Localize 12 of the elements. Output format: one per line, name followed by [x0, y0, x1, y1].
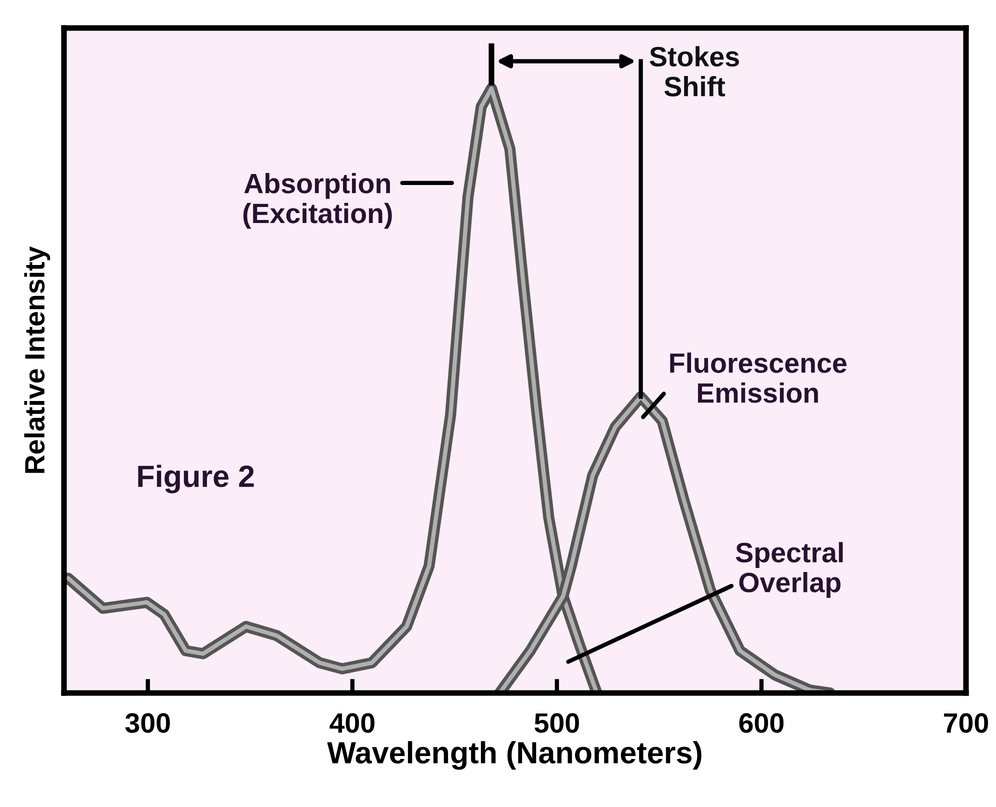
annotation: Figure 2 [138, 464, 254, 494]
annotation: Fluorescence Emission [670, 352, 846, 403]
x-tick-label: 700 [944, 713, 988, 733]
x-tick-label: 500 [534, 713, 579, 733]
annotation: Spectral Overlap [736, 542, 843, 598]
y-axis-title: Relative Intensity [24, 246, 50, 473]
annotation: Stokes Shift [650, 46, 739, 96]
x-tick-label: 300 [125, 713, 170, 733]
x-tick-label: 400 [330, 713, 374, 733]
x-axis-title: Wavelength (Nanometers) [327, 741, 702, 770]
annotation: Absorption (Excitation) [243, 172, 392, 229]
x-tick-label: 600 [739, 713, 784, 733]
